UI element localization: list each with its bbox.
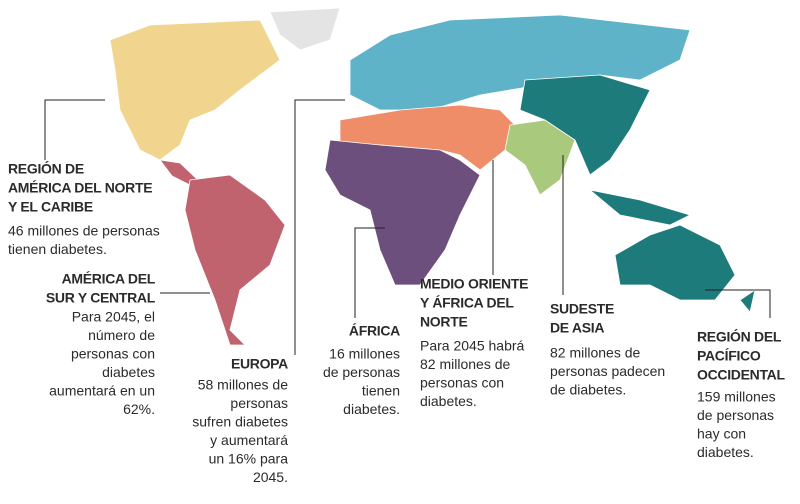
region-name: EUROPA [231,356,288,372]
east-asia [519,74,651,176]
region-name: PACÍFICO [697,348,761,364]
region-description: hay con [697,426,746,442]
region-description: 16 millones [329,346,400,362]
region-description: 2045. [253,469,288,485]
region-description: diabetes [102,364,155,380]
region-description: 82 millones de [420,356,510,372]
new-zealand [739,289,756,313]
region-description: diabetes. [420,393,477,409]
region-name: SUR Y CENTRAL [46,290,156,306]
region-description: tienen diabetes. [8,241,107,257]
region-description: 58 millones de [198,377,288,393]
greenland [269,7,341,51]
region-description: personas con [420,375,504,391]
leader-line [44,99,105,160]
region-description: 62%. [123,401,155,417]
region-description: 82 millones de [550,345,640,361]
islands [589,189,692,226]
region-description: personas padecen [550,363,665,379]
region-description: Para 2045, el [72,309,155,325]
europe [349,14,691,111]
region-name: Y ÁFRICA DEL [420,295,514,311]
region-name: AMÉRICA DEL [62,271,156,287]
region-name: NORTE [420,314,468,330]
leader-line [294,99,345,355]
region-description: un 16% para [209,451,289,467]
australia [614,224,736,301]
region-description: de diabetes. [550,382,626,398]
africa [324,139,481,286]
region-description: aumentará en un [49,383,155,399]
region-name: AMÉRICA DEL NORTE [8,180,152,196]
north-america [109,19,281,161]
world-map [109,7,756,346]
region-description: de personas [323,364,400,380]
leader-line [705,289,771,318]
region-name: REGIÓN DE [8,160,84,177]
region-description: número de [88,327,155,343]
region-description: diabetes. [697,444,754,460]
region-description: de personas [697,407,774,423]
region-description: 46 millones de personas [8,223,160,239]
region-name: OCCIDENTAL [697,367,785,383]
region-name: ÁFRICA [349,323,400,339]
region-description: y aumentará [210,432,288,448]
region-description: Para 2045 habrá [420,338,525,354]
region-name: REGIÓN DEL [697,328,782,345]
leader-lines [44,99,771,355]
region-description: sufren diabetes [192,414,288,430]
region-description: tienen [362,383,400,399]
region-name: MEDIO ORIENTE [420,276,528,292]
south-america [184,174,286,346]
region-description: 159 millones [697,389,776,405]
region-description: personas [230,395,288,411]
region-name: DE ASIA [550,320,604,336]
region-name: SUDESTE [550,301,614,317]
region-name: Y EL CARIBE [8,199,93,215]
leader-line [354,227,385,318]
region-description: personas con [71,346,155,362]
region-description: diabetes. [343,401,400,417]
